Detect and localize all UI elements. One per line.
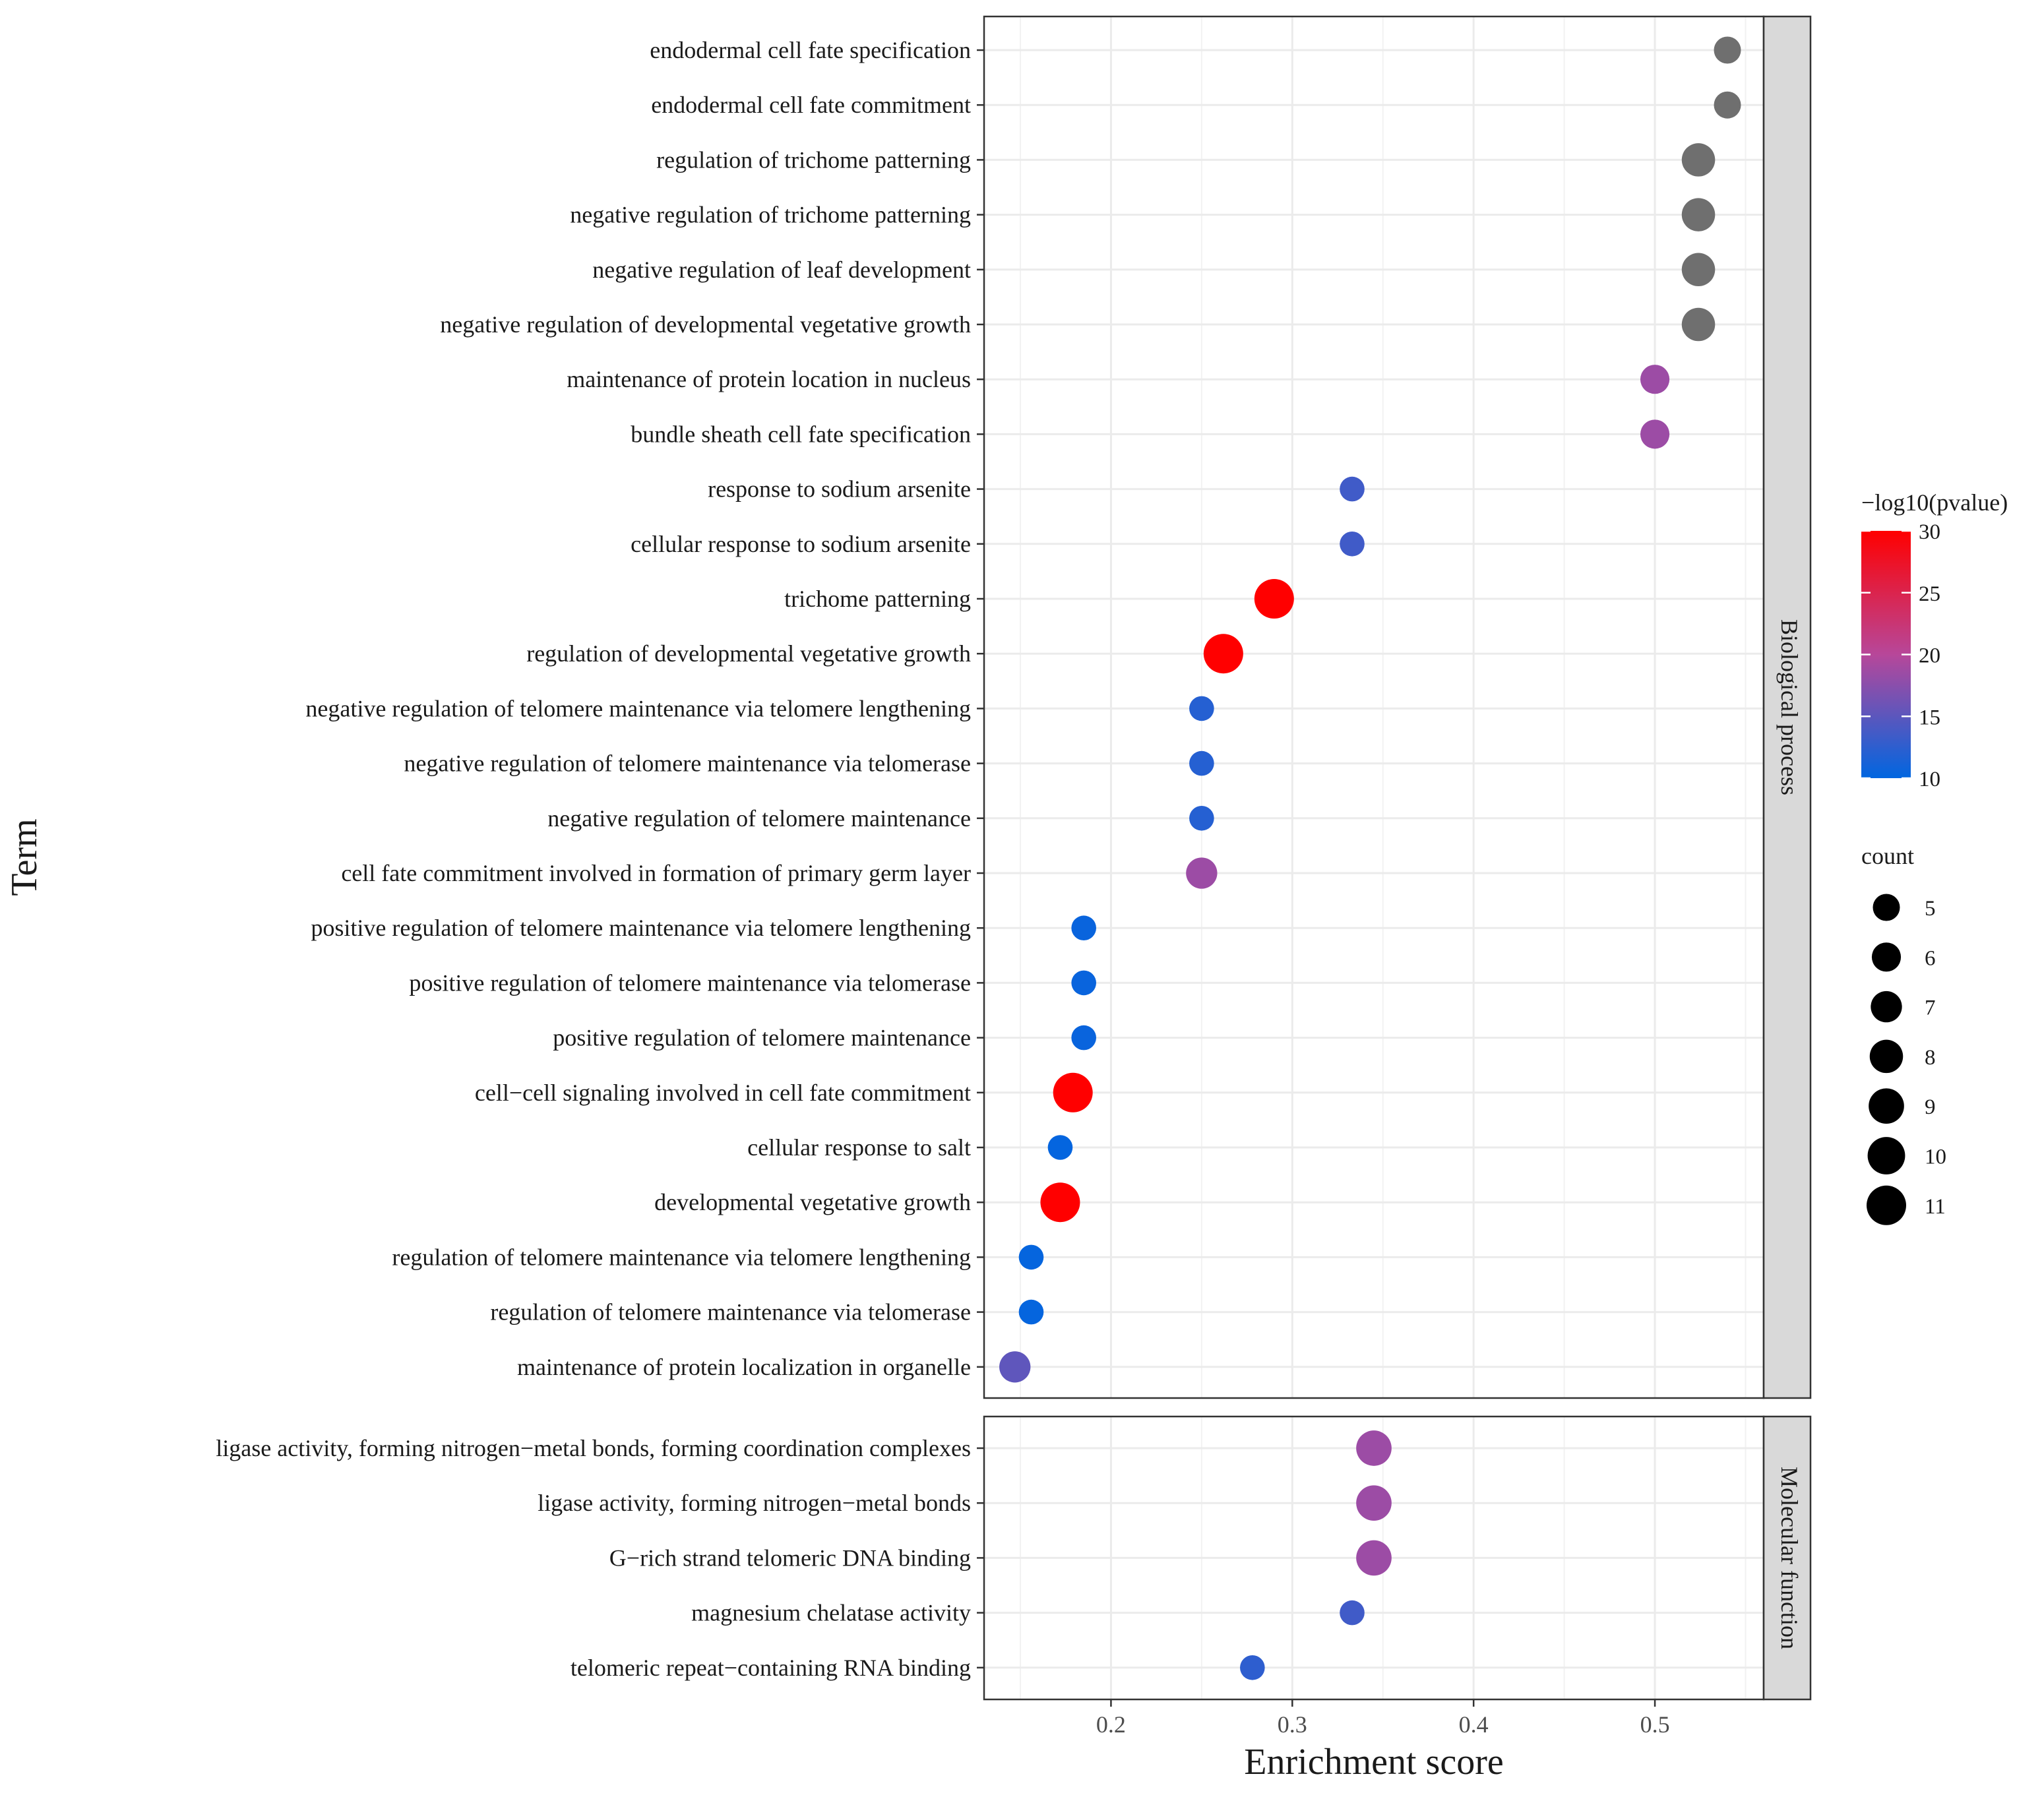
data-point <box>1018 1244 1044 1270</box>
data-point <box>1189 806 1214 831</box>
data-point <box>1254 579 1294 619</box>
data-point <box>1071 1025 1096 1051</box>
term-label: regulation of telomere maintenance via t… <box>490 1299 971 1326</box>
facet-strip <box>1762 1415 1812 1701</box>
colorbar-tick-label: 30 <box>1919 520 1940 544</box>
data-point <box>1186 857 1218 889</box>
term-label: cellular response to sodium arsenite <box>631 531 971 557</box>
size-key-label: 11 <box>1925 1195 1946 1219</box>
size-key-label: 6 <box>1925 946 1936 970</box>
term-label: positive regulation of telomere maintena… <box>409 969 971 996</box>
data-point <box>999 1351 1031 1383</box>
data-point <box>1640 365 1670 394</box>
x-tick-label: 0.4 <box>1459 1711 1489 1738</box>
term-label: regulation of telomere maintenance via t… <box>392 1244 971 1270</box>
data-point <box>1203 634 1243 674</box>
data-point <box>1040 1182 1080 1223</box>
facet-panel-biological-process: endodermal cell fate specification endode… <box>305 15 1812 1399</box>
term-label: trichome patterning <box>784 586 971 612</box>
size-key-circle <box>1871 991 1902 1023</box>
term-label: negative regulation of leaf development <box>592 257 971 283</box>
term-label: response to sodium arsenite <box>708 476 971 503</box>
facet-strip-label: Molecular function <box>1776 1467 1803 1649</box>
data-point <box>1047 1135 1073 1160</box>
data-point <box>1240 1655 1265 1680</box>
size-key-label: 8 <box>1925 1046 1936 1070</box>
data-point <box>1356 1430 1392 1466</box>
facet-strip-label: Biological process <box>1776 619 1803 795</box>
size-key-circle <box>1873 894 1900 921</box>
data-point <box>1640 419 1670 449</box>
term-label: regulation of developmental vegetative g… <box>526 640 971 667</box>
data-point <box>1189 696 1214 721</box>
x-axis-title: Enrichment score <box>1244 1742 1503 1783</box>
size-key-label: 9 <box>1925 1095 1936 1119</box>
colorbar-tick-label: 10 <box>1919 768 1940 791</box>
term-label: cell fate commitment involved in formati… <box>341 860 971 886</box>
size-key-circle <box>1867 1185 1906 1225</box>
term-label: developmental vegetative growth <box>654 1189 971 1215</box>
term-label: negative regulation of trichome patterni… <box>570 202 971 228</box>
data-point <box>1340 476 1365 502</box>
data-point <box>1356 1485 1392 1521</box>
term-label: positive regulation of telomere maintena… <box>311 915 971 941</box>
data-point <box>1053 1072 1093 1113</box>
data-point <box>1681 307 1716 342</box>
data-point <box>1340 532 1365 557</box>
term-label: cell−cell signaling involved in cell fat… <box>475 1080 971 1106</box>
color-legend-title: −log10(pvalue) <box>1861 489 2008 516</box>
data-point <box>1071 915 1096 940</box>
x-tick-label: 0.5 <box>1640 1711 1670 1738</box>
size-key-circle <box>1871 942 1902 972</box>
term-label: negative regulation of telomere maintena… <box>305 695 971 721</box>
data-point <box>1681 198 1716 231</box>
size-key-circle <box>1869 1088 1904 1124</box>
color-legend: −log10(pvalue) 10 15 20 25 30 <box>1861 489 2008 791</box>
size-key-label: 5 <box>1925 897 1936 921</box>
term-label: negative regulation of telomere maintena… <box>404 750 971 777</box>
size-key-circle <box>1869 1039 1904 1074</box>
size-legend-title: count <box>1861 843 1914 869</box>
term-label: maintenance of protein localization in o… <box>517 1354 971 1380</box>
data-point <box>1018 1299 1044 1325</box>
data-point <box>1071 970 1096 996</box>
term-label: ligase activity, forming nitrogen−metal … <box>216 1435 971 1461</box>
x-tick-label: 0.2 <box>1096 1711 1126 1738</box>
term-label: bundle sheath cell fate specification <box>631 421 971 447</box>
data-point <box>1681 253 1716 287</box>
term-label: magnesium chelatase activity <box>691 1600 971 1626</box>
facet-panel-molecular-function: ligase activity, forming nitrogen−metal … <box>216 1415 1812 1701</box>
colorbar-tick-label: 20 <box>1919 644 1940 668</box>
term-label: G−rich strand telomeric DNA binding <box>609 1544 971 1571</box>
data-point <box>1340 1600 1365 1626</box>
term-label: telomeric repeat−containing RNA binding <box>571 1655 971 1681</box>
data-point <box>1714 36 1741 64</box>
term-label: negative regulation of developmental veg… <box>440 311 971 338</box>
term-label: cellular response to salt <box>747 1134 971 1161</box>
facet-strip <box>1762 15 1812 1399</box>
term-label: endodermal cell fate commitment <box>651 92 971 118</box>
data-point <box>1189 750 1214 776</box>
colorbar-tick-label: 25 <box>1919 582 1940 606</box>
size-key-label: 10 <box>1925 1145 1946 1169</box>
panel-background <box>984 16 1764 1398</box>
term-label: regulation of trichome patterning <box>656 146 971 173</box>
size-legend: count 5 6 7 8 9 10 11 <box>1861 843 1946 1225</box>
term-label: ligase activity, forming nitrogen−metal … <box>538 1490 971 1516</box>
data-point <box>1356 1540 1392 1576</box>
colorbar-tick-label: 15 <box>1919 706 1940 729</box>
y-axis-title: Term <box>4 818 45 896</box>
term-label: negative regulation of telomere maintena… <box>547 805 971 832</box>
data-point <box>1714 91 1741 119</box>
data-point <box>1681 143 1716 177</box>
size-key-label: 7 <box>1925 996 1936 1020</box>
size-key-circle <box>1867 1137 1905 1174</box>
x-tick-label: 0.3 <box>1278 1711 1307 1738</box>
term-label: positive regulation of telomere maintena… <box>553 1025 971 1051</box>
term-label: maintenance of protein location in nucle… <box>567 366 971 392</box>
term-label: endodermal cell fate specification <box>650 37 971 63</box>
